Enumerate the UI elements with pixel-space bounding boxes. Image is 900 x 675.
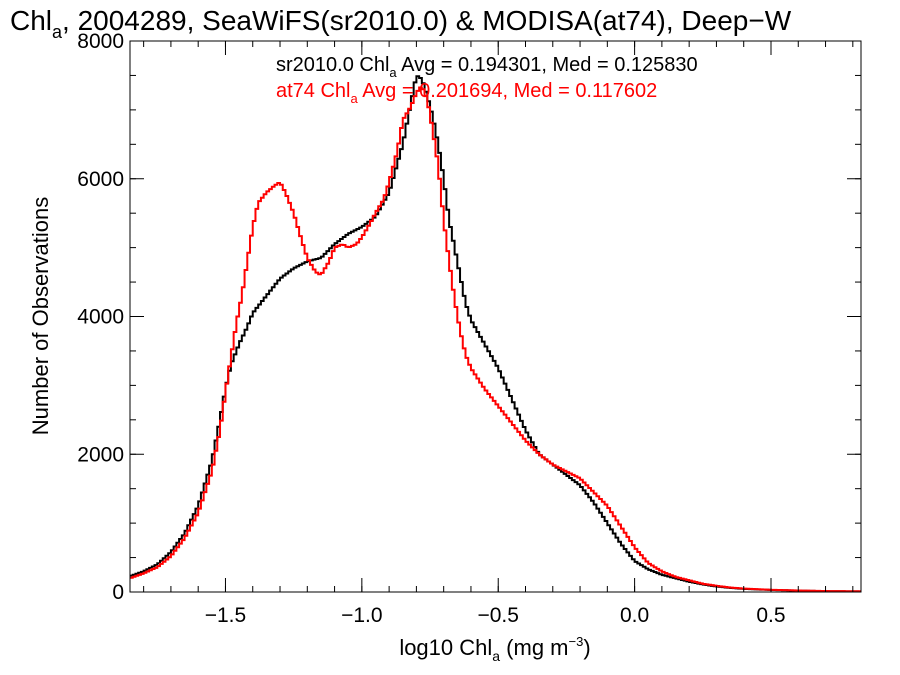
x-tick-label: 0.5 [756, 604, 785, 627]
x-tick-label: −1.0 [341, 604, 382, 627]
y-tick-label: 0 [112, 581, 124, 604]
annotation-text: sr2010.0 Chl [276, 54, 389, 76]
annotation-subscript: a [351, 91, 359, 106]
chart-title: Chla, 2004289, SeaWiFS(sr2010.0) & MODIS… [10, 5, 792, 42]
x-axis-label-main: log10 Chl [399, 635, 492, 660]
series-line-2 [130, 86, 861, 593]
series-line-1 [130, 75, 861, 593]
x-tick-label: 0.0 [620, 604, 649, 627]
annotations: sr2010.0 Chla Avg = 0.194301, Med = 0.12… [276, 54, 698, 106]
chart-title-main: Chl [10, 5, 52, 36]
annotation-line-2: at74 Chla Avg = 0.201694, Med = 0.117602 [276, 80, 657, 106]
annotation-subscript: a [389, 65, 397, 80]
x-axis-label: log10 Chla (mg m−3) [399, 634, 590, 664]
y-tick-label: 6000 [77, 168, 124, 191]
annotation-line-1: sr2010.0 Chla Avg = 0.194301, Med = 0.12… [276, 54, 698, 80]
annotation-stats: Avg = 0.194301, Med = 0.125830 [397, 54, 698, 76]
y-tick-label: 4000 [77, 306, 124, 329]
x-tick-label: −1.5 [205, 604, 246, 627]
x-axis-ticks: −1.5 −1.0 −0.5 0.0 0.5 [143, 41, 854, 627]
y-axis-ticks: 0 2000 4000 6000 8000 [77, 30, 861, 604]
chart-title-subscript: a [52, 22, 63, 42]
annotation-text: at74 Chl [276, 80, 351, 102]
chart-title-rest: , 2004289, SeaWiFS(sr2010.0) & MODISA(at… [62, 5, 792, 36]
series-layer [130, 75, 861, 593]
x-axis-label-subscript: a [492, 648, 500, 664]
y-tick-label: 8000 [77, 30, 124, 53]
x-axis-label-close: ) [583, 635, 590, 660]
y-tick-label: 2000 [77, 443, 124, 466]
annotation-stats: Avg = 0.201694, Med = 0.117602 [358, 80, 658, 102]
x-axis-label-superscript: −3 [569, 634, 584, 649]
y-axis-label: Number of Observations [28, 197, 53, 435]
x-tick-label: −0.5 [477, 604, 518, 627]
x-axis-label-units: (mg m [500, 635, 568, 660]
